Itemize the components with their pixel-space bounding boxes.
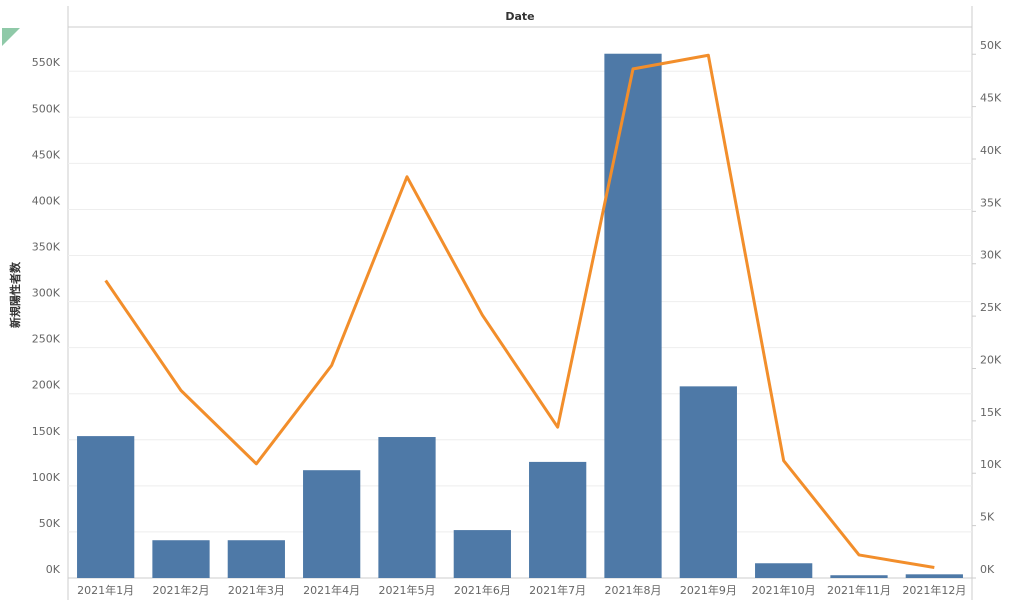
- y-tick-label: 200K: [32, 379, 61, 392]
- bar: [77, 436, 135, 578]
- y-tick-label: 350K: [32, 241, 61, 254]
- y2-tick-label: 30K: [980, 249, 1002, 262]
- line: [104, 53, 935, 570]
- y-tick-label: 500K: [32, 102, 61, 115]
- bar: [604, 53, 662, 578]
- x-tick-label: 2021年2月: [153, 583, 210, 597]
- y2-tick-label: 20K: [980, 353, 1002, 366]
- y-tick-label: 300K: [32, 287, 61, 300]
- bar: [378, 437, 436, 578]
- y2-tick-label: 0K: [980, 563, 995, 576]
- y2-tick-label: 15K: [980, 406, 1002, 419]
- y2-tick-label: 50K: [980, 39, 1002, 52]
- header: Date: [505, 10, 534, 23]
- bar: [453, 530, 511, 578]
- y2-tick-label: 25K: [980, 301, 1002, 314]
- y-tick-label: 450K: [32, 148, 61, 161]
- bar: [905, 574, 963, 578]
- bar: [830, 575, 888, 578]
- x-tick-label: 2021年10月: [752, 583, 816, 597]
- y-tick-label: 50K: [39, 517, 61, 530]
- x-tick-label: 2021年5月: [379, 583, 436, 597]
- y-tick-label: 100K: [32, 471, 61, 484]
- x-tick-label: 2021年6月: [454, 583, 511, 597]
- x-tick-label: 2021年7月: [529, 583, 586, 597]
- y2-tick-label: 45K: [980, 92, 1002, 105]
- y2-tick-label: 40K: [980, 144, 1002, 157]
- bar: [152, 540, 210, 578]
- bar: [755, 563, 813, 578]
- bar: [679, 386, 737, 578]
- y2-tick-label: 5K: [980, 511, 995, 524]
- x-tick-label: 2021年1月: [77, 583, 134, 597]
- y2-tick-label: 10K: [980, 458, 1002, 471]
- y2-tick-label: 35K: [980, 196, 1002, 209]
- y-axis-label: 新規陽性者数: [8, 261, 22, 328]
- y-tick-label: 550K: [32, 56, 61, 69]
- x-tick-label: 2021年12月: [902, 583, 966, 597]
- bar: [227, 540, 285, 578]
- y-tick-label: 0K: [46, 563, 61, 576]
- corner-mark: [2, 28, 20, 46]
- bar: [303, 470, 361, 578]
- x-tick-label: 2021年4月: [303, 583, 360, 597]
- y-tick-label: 250K: [32, 333, 61, 346]
- bar: [529, 461, 587, 578]
- y-tick-label: 400K: [32, 194, 61, 207]
- y-tick-label: 150K: [32, 425, 61, 438]
- x-tick-label: 2021年9月: [680, 583, 737, 597]
- x-tick-label: 2021年11月: [827, 583, 891, 597]
- x-tick-label: 2021年8月: [605, 583, 662, 597]
- x-tick-label: 2021年3月: [228, 583, 285, 597]
